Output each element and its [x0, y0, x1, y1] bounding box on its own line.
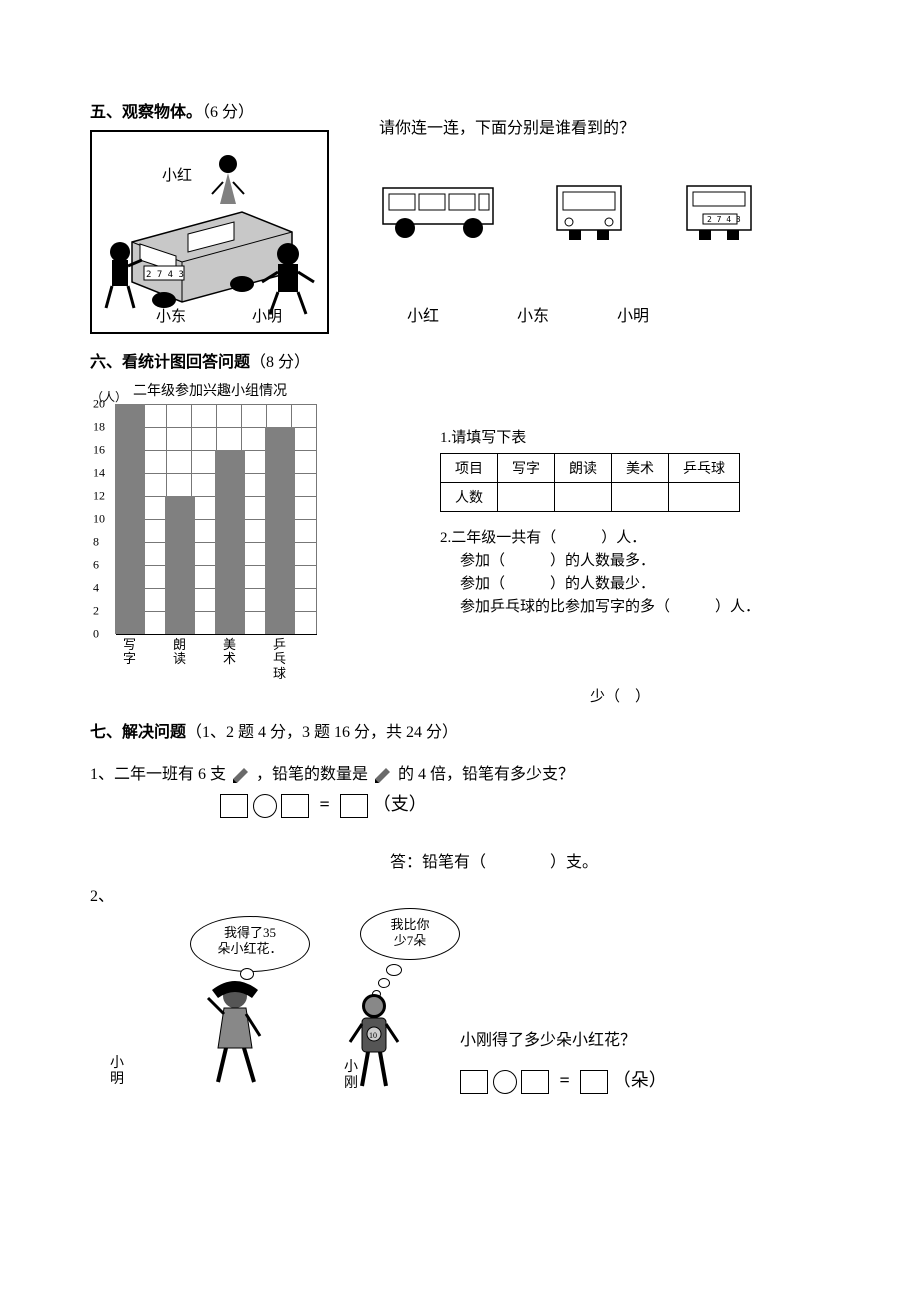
q7-title-text: 七、解决问题 [90, 724, 186, 741]
name-0: 小红 [363, 302, 483, 326]
q7-1-equation: = （支） [220, 790, 840, 818]
q7-1-answer: 答：铅笔有（ ）支。 [390, 848, 840, 872]
person-1-svg [200, 978, 270, 1088]
th-4: 乒乓球 [669, 454, 740, 483]
bus-views: 2 7 4 3 [379, 182, 759, 242]
q7-2-scene: 我得了35 朵小红花． 我比你 少7朵 小 明 10 小 刚 小刚得了多少朵小红… [90, 916, 840, 1116]
equals-sign: = [314, 794, 336, 814]
q5-points: （6 分） [202, 104, 254, 121]
q7-1a: 1、二年一班有 6 支 [90, 766, 226, 783]
blank-cell[interactable] [555, 483, 612, 512]
q5-right: 请你连一连，下面分别是谁看到的？ [379, 130, 759, 326]
q6-q1-prompt: 1.请填写下表 [440, 426, 760, 447]
q5-scene-svg: 2 7 4 3 [92, 132, 327, 332]
eq-box[interactable] [340, 794, 368, 818]
eq-box[interactable] [220, 794, 248, 818]
q6-points: （8 分） [250, 354, 310, 371]
q5-scene-box: 小红 小东 小明 2 7 4 3 [90, 130, 329, 334]
q7-2-unit: （朵） [613, 1070, 667, 1090]
bubble2-text: 我比你 少7朵 [390, 917, 429, 948]
eq-box[interactable] [580, 1070, 608, 1094]
p2-name: 小 刚 [344, 1060, 358, 1091]
th-0: 项目 [441, 454, 498, 483]
bus-back-view: 2 7 4 3 [679, 182, 759, 242]
speech-bubble-1: 我得了35 朵小红花． [190, 916, 310, 972]
name-1: 小东 [483, 302, 583, 326]
eq-circle[interactable] [253, 794, 277, 818]
q7-title: 七、解决问题（1、2 题 4 分，3 题 16 分，共 24 分） [90, 718, 840, 742]
q7-points: （1、2 题 4 分，3 题 16 分，共 24 分） [186, 724, 458, 741]
q6-l2: 参加（ ）的人数最少． [460, 572, 760, 593]
eq-box[interactable] [521, 1070, 549, 1094]
q5-title-text: 五、观察物体。 [90, 104, 202, 121]
p1-name: 小 明 [110, 1056, 124, 1087]
q7-1c: 的 4 倍，铅笔有多少支？ [398, 766, 574, 783]
bar-chart: （人） 02468101214161820写 字朗 读美 术乒 乓 球 [116, 404, 317, 635]
eq-box[interactable] [460, 1070, 488, 1094]
th-1: 写字 [498, 454, 555, 483]
q5-row: 小红 小东 小明 2 7 4 3 [90, 130, 840, 334]
bubble-tail [378, 978, 390, 988]
svg-text:10: 10 [369, 1031, 377, 1040]
q6-l0: 2.二年级一共有（ ）人． [440, 526, 760, 547]
bubble-tail [386, 964, 402, 976]
bus-side-view [379, 182, 499, 242]
q6-wrap: 二年级参加兴趣小组情况 （人） 02468101214161820写 字朗 读美… [90, 380, 840, 635]
table-row: 人数 [441, 483, 740, 512]
q5-instruction: 请你连一连，下面分别是谁看到的？ [379, 114, 759, 138]
q7-1-unit: （支） [373, 794, 427, 814]
q6-title-text: 六、看统计图回答问题 [90, 354, 250, 371]
bubble1-text: 我得了35 朵小红花． [217, 925, 282, 956]
q7-1-text: 1、二年一班有 6 支 ，铅笔的数量是 的 4 倍，铅笔有多少支？ [90, 760, 840, 786]
pencil-icon [230, 764, 252, 786]
bus-front-view [549, 182, 629, 242]
table-row: 项目 写字 朗读 美术 乒乓球 [441, 454, 740, 483]
q6-table: 项目 写字 朗读 美术 乒乓球 人数 [440, 453, 740, 512]
name-2: 小明 [583, 302, 683, 326]
q5-names-row: 小红 小东 小明 [379, 302, 759, 326]
plate-text: 2 7 4 3 [146, 270, 184, 280]
q7-2-equation: = （朵） [460, 1066, 667, 1094]
row-label: 人数 [441, 483, 498, 512]
q6-l1: 参加（ ）的人数最多． [460, 549, 760, 570]
blank-cell[interactable] [498, 483, 555, 512]
q7-1b: ，铅笔的数量是 [256, 766, 368, 783]
q6-l3: 参加乒乓球的比参加写字的多（ ）人． [460, 595, 760, 616]
q7-2-label: 2、 [90, 882, 840, 906]
th-3: 美术 [612, 454, 669, 483]
q6-right: 1.请填写下表 项目 写字 朗读 美术 乒乓球 人数 2.二年级一共有（ ）人．… [440, 426, 760, 618]
svg-text:2 7 4 3: 2 7 4 3 [707, 215, 741, 224]
chart-area: 二年级参加兴趣小组情况 （人） 02468101214161820写 字朗 读美… [90, 380, 330, 635]
thought-bubble-2: 我比你 少7朵 [360, 908, 460, 960]
eq-circle[interactable] [493, 1070, 517, 1094]
blank-cell[interactable] [669, 483, 740, 512]
q6-lone-fragment: 少（ ） [590, 685, 840, 706]
eq-box[interactable] [281, 794, 309, 818]
th-2: 朗读 [555, 454, 612, 483]
q7-2-question: 小刚得了多少朵小红花？ [460, 1026, 636, 1050]
blank-cell[interactable] [612, 483, 669, 512]
q6-title: 六、看统计图回答问题（8 分） [90, 348, 840, 372]
pencil-icon [372, 764, 394, 786]
equals-sign: = [554, 1070, 576, 1090]
